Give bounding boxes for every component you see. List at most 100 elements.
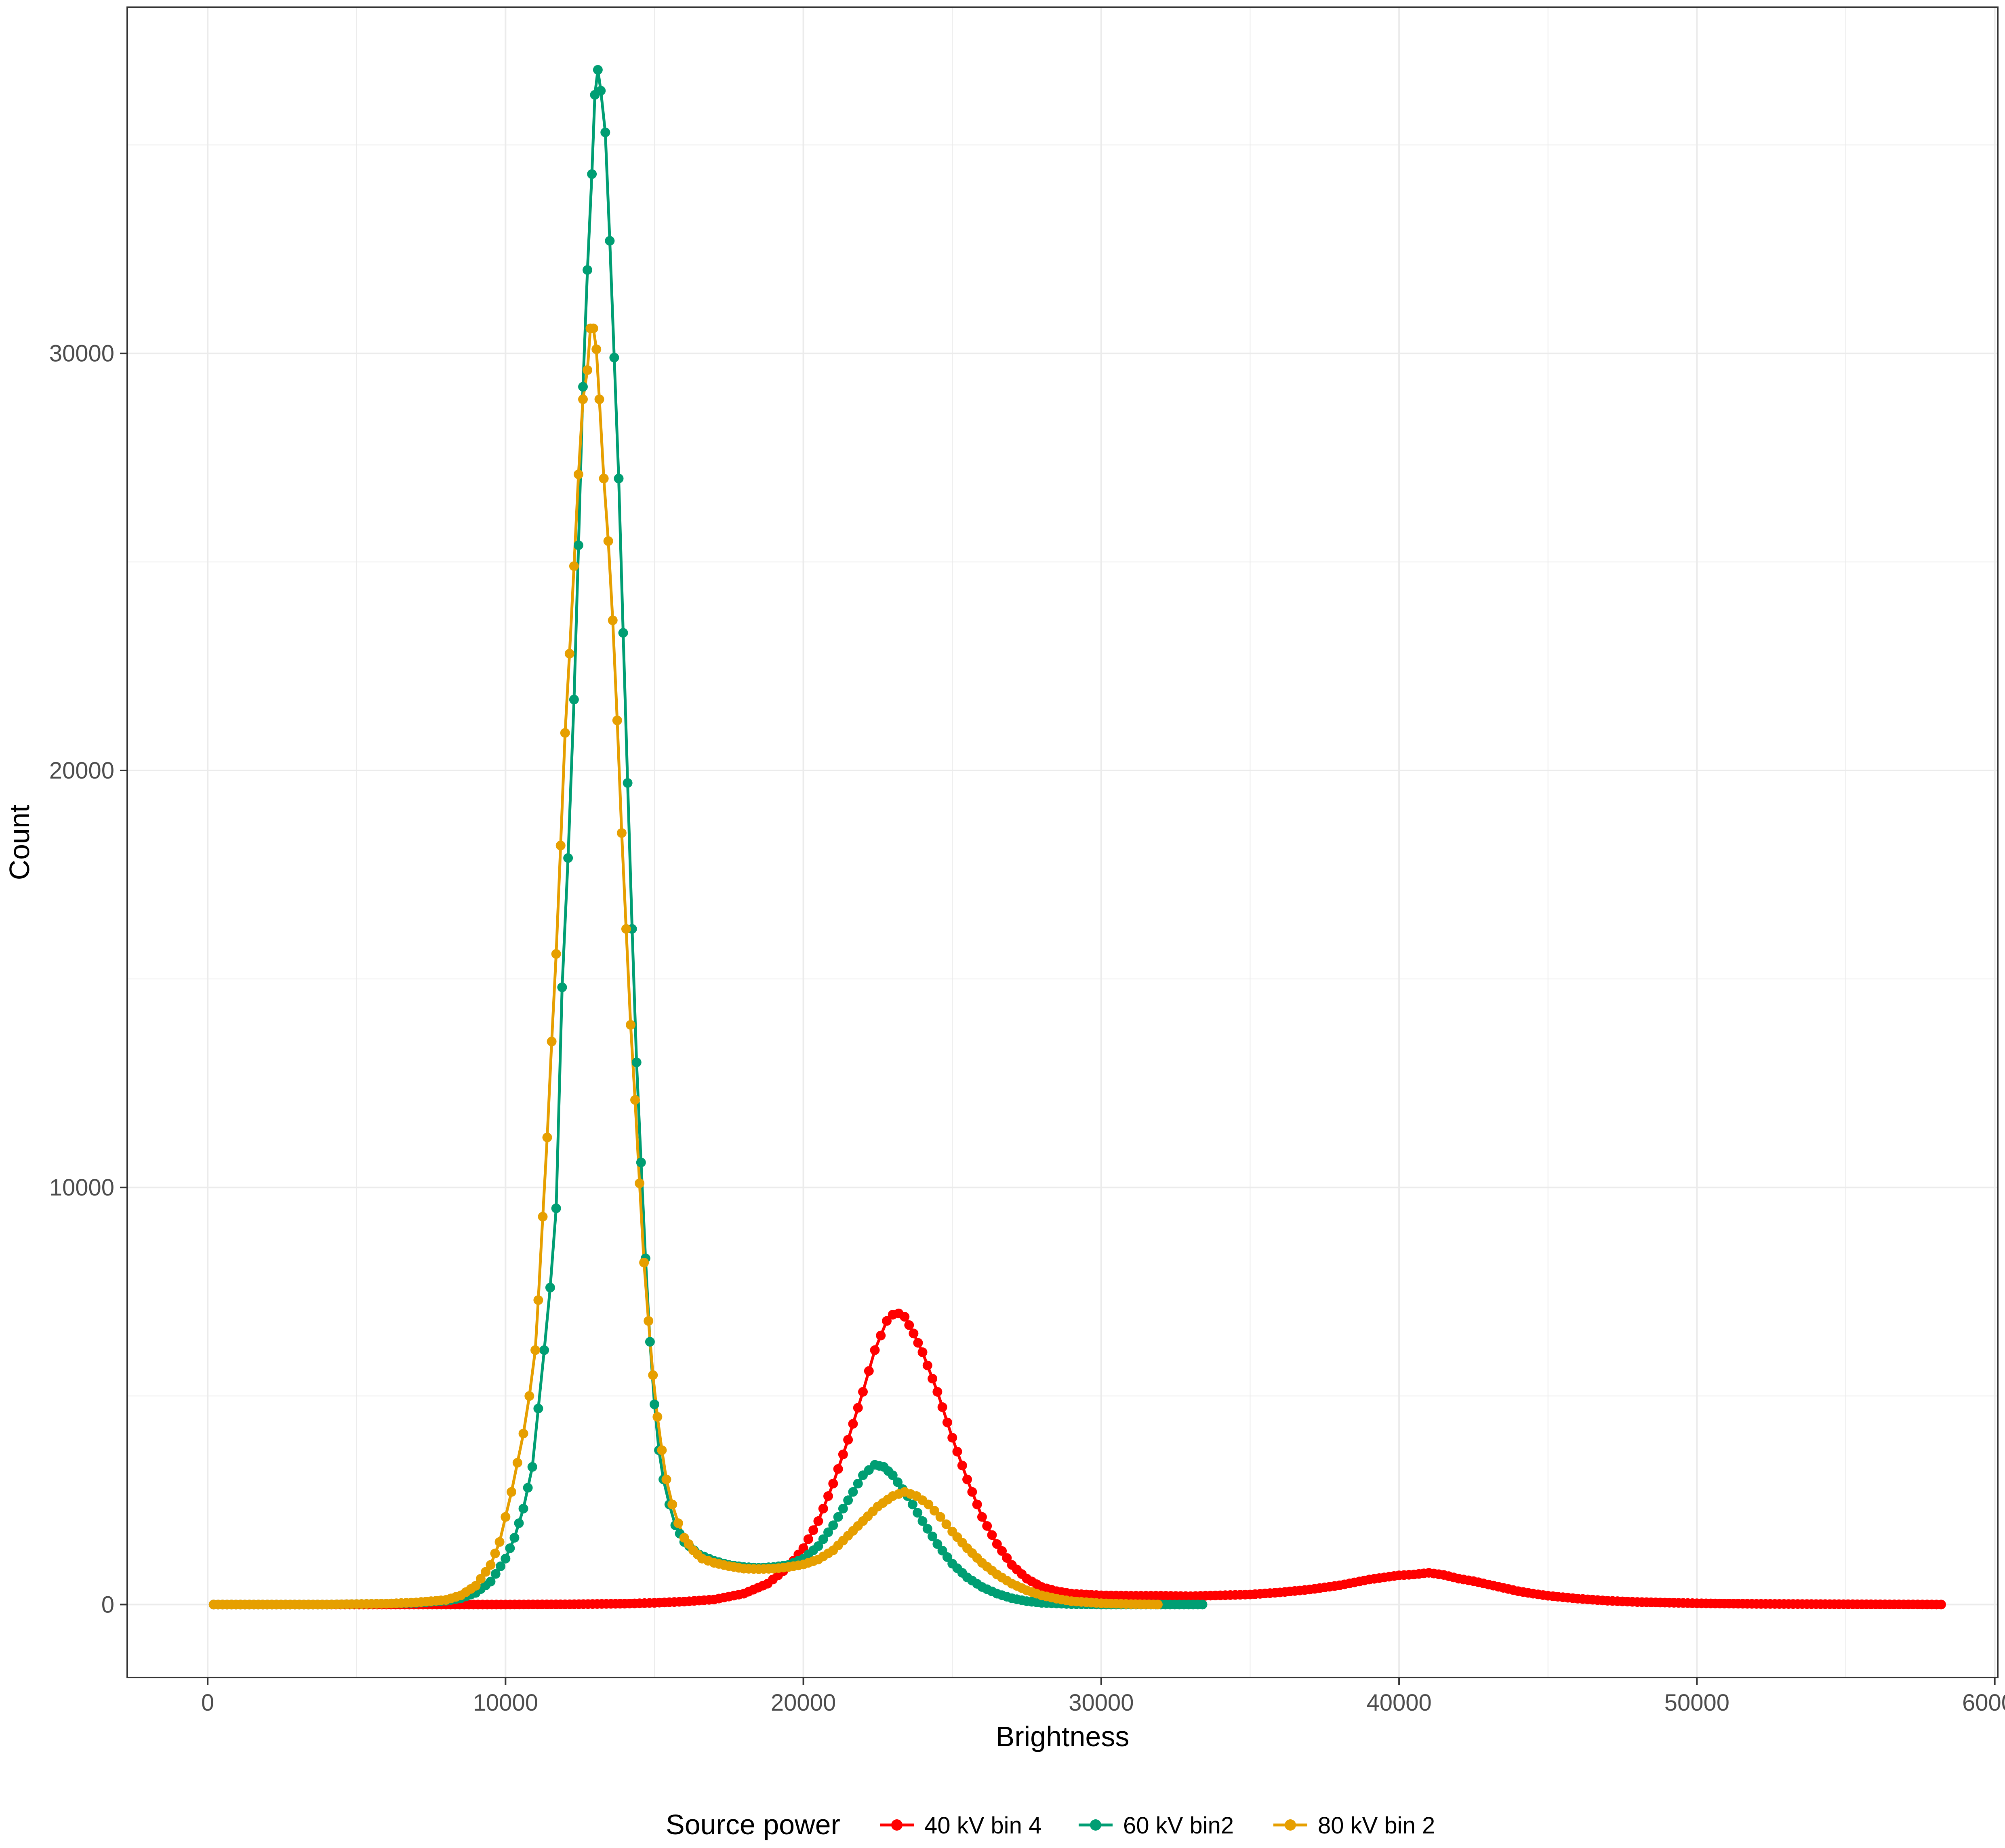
data-point (893, 1477, 903, 1487)
data-point (808, 1525, 818, 1535)
data-point (928, 1374, 938, 1384)
data-point (538, 1212, 548, 1222)
data-point (987, 1530, 997, 1540)
data-point (621, 924, 631, 934)
y-axis: 0 10000 20000 30000 (49, 341, 127, 1618)
x-tick-label: 40000 (1366, 1690, 1431, 1716)
data-point (533, 1295, 543, 1305)
data-point (578, 394, 588, 404)
legend-item: 40 kV bin 4 (880, 1812, 1041, 1839)
data-point (882, 1316, 892, 1326)
data-point (545, 1282, 555, 1292)
x-tick-label: 10000 (473, 1690, 538, 1716)
data-point (888, 1470, 898, 1480)
data-point (1002, 1553, 1012, 1563)
data-point (864, 1366, 874, 1376)
legend-item: 80 kV bin 2 (1273, 1812, 1435, 1839)
data-point (569, 695, 579, 705)
data-point (609, 353, 619, 363)
x-axis-title: Brightness (996, 1721, 1130, 1752)
panel-border (126, 6, 1999, 1678)
data-point (937, 1402, 947, 1412)
data-point (481, 1567, 491, 1577)
data-point (514, 1518, 524, 1528)
data-point (907, 1499, 917, 1509)
data-point (573, 540, 583, 550)
minor-gridlines (127, 7, 1998, 1678)
data-point (578, 382, 588, 392)
data-point (977, 1512, 987, 1522)
legend-label: 40 kV bin 4 (924, 1812, 1041, 1839)
data-point (929, 1506, 939, 1516)
data-point (583, 365, 593, 375)
data-point (957, 1461, 967, 1471)
data-point (917, 1516, 928, 1526)
data-point (588, 323, 598, 333)
x-axis: 0 10000 20000 30000 40000 50000 60000 (201, 1678, 2005, 1716)
data-point (551, 949, 561, 959)
data-point (494, 1537, 505, 1547)
data-point (972, 1499, 982, 1509)
data-point (475, 1574, 486, 1584)
data-point (823, 1527, 833, 1537)
data-point (564, 648, 574, 659)
data-point (539, 1345, 549, 1355)
data-point (527, 1462, 537, 1472)
data-point (644, 1316, 654, 1326)
data-point (557, 982, 567, 992)
data-point (563, 853, 573, 863)
data-point (639, 1257, 649, 1267)
data-point (509, 1533, 520, 1543)
data-point (623, 778, 633, 788)
data-point (818, 1534, 828, 1544)
data-point (917, 1347, 928, 1357)
data-point (605, 236, 615, 246)
legend-key-point (891, 1819, 903, 1831)
data-point (555, 840, 566, 850)
x-tick-label: 60000 (1962, 1690, 2005, 1716)
x-tick-label: 50000 (1664, 1690, 1729, 1716)
y-tick-label: 10000 (49, 1174, 114, 1201)
data-point (813, 1541, 823, 1551)
data-point (496, 1561, 506, 1571)
data-point (523, 1483, 533, 1493)
data-point (952, 1446, 962, 1457)
data-point (618, 628, 628, 638)
legend-label: 80 kV bin 2 (1318, 1812, 1435, 1839)
data-point (569, 561, 579, 571)
data-point (913, 1508, 923, 1518)
data-point (530, 1345, 541, 1355)
data-point (490, 1548, 500, 1558)
series-points-80-kv-bin-2 (208, 323, 1163, 1610)
data-point (838, 1503, 848, 1513)
data-point (625, 1020, 635, 1030)
data-point (630, 1095, 640, 1105)
data-point (833, 1464, 843, 1474)
data-point (518, 1429, 528, 1439)
data-point (533, 1404, 543, 1414)
data-point (616, 828, 627, 838)
data-point (947, 1433, 957, 1443)
data-point (843, 1435, 853, 1445)
series-points (208, 65, 1946, 1610)
data-point (518, 1503, 528, 1513)
data-point (828, 1520, 838, 1530)
data-point (505, 1543, 515, 1553)
data-point (471, 1581, 481, 1591)
data-point (486, 1576, 496, 1587)
data-point (583, 265, 593, 275)
legend-key-point (1285, 1819, 1296, 1831)
legend-items: 40 kV bin 4 60 kV bin2 80 kV bin 2 (880, 1812, 1435, 1839)
data-point (603, 536, 613, 546)
data-point (838, 1449, 848, 1459)
data-point (486, 1560, 496, 1570)
data-point (904, 1320, 914, 1330)
data-point (843, 1495, 853, 1505)
y-tick-label: 30000 (49, 341, 114, 367)
data-point (507, 1487, 517, 1497)
data-point (913, 1338, 923, 1348)
plot-panel (126, 6, 1999, 1678)
data-point (997, 1546, 1007, 1556)
legend-key-point (1090, 1819, 1101, 1831)
